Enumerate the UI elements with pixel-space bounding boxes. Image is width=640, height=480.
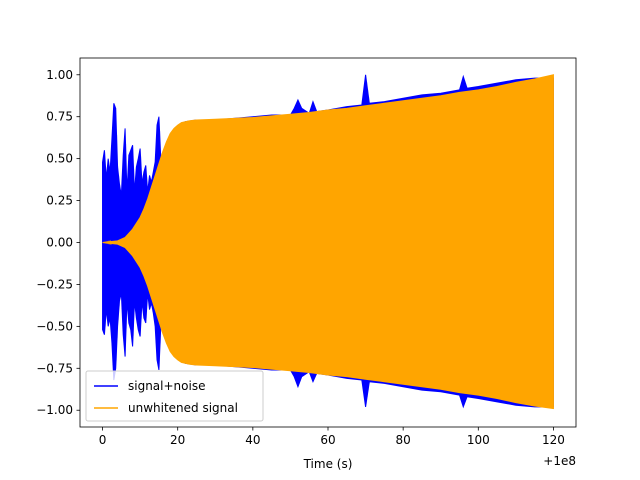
x-axis-label: Time (s) — [303, 457, 353, 471]
y-tick-label: 0.50 — [46, 152, 73, 166]
x-tick-label: 80 — [396, 433, 411, 447]
x-axis-offset-label: +1e8 — [543, 454, 576, 468]
x-tick-label: 20 — [170, 433, 185, 447]
y-tick-label: 0.25 — [46, 194, 73, 208]
y-tick-label: −1.00 — [36, 403, 73, 417]
plot-area — [79, 57, 577, 428]
y-tick-label: −0.25 — [36, 277, 73, 291]
legend-label-signal-noise: signal+noise — [128, 379, 205, 393]
series-line-unwhitened-signal — [102, 74, 554, 409]
x-tick-label: 60 — [320, 433, 335, 447]
x-tick-label: 100 — [467, 433, 490, 447]
x-axis: 0 20 40 60 80 100 120 — [99, 427, 565, 447]
y-tick-label: 0.75 — [46, 110, 73, 124]
legend-label-unwhitened-signal: unwhitened signal — [128, 401, 238, 415]
y-axis: −1.00 −0.75 −0.50 −0.25 0.00 0.25 0.50 0.75 1.00 — [36, 68, 80, 417]
x-tick-label: 0 — [99, 433, 107, 447]
legend: signal+noise unwhitened signal — [85, 370, 264, 422]
legend-box — [85, 370, 264, 422]
series-layer — [102, 74, 554, 410]
y-tick-label: −0.50 — [36, 319, 73, 333]
y-tick-label: 0.00 — [46, 236, 73, 250]
y-tick-label: 1.00 — [46, 68, 73, 82]
y-tick-label: −0.75 — [36, 361, 73, 375]
x-tick-label: 40 — [245, 433, 260, 447]
x-tick-label: 120 — [542, 433, 565, 447]
